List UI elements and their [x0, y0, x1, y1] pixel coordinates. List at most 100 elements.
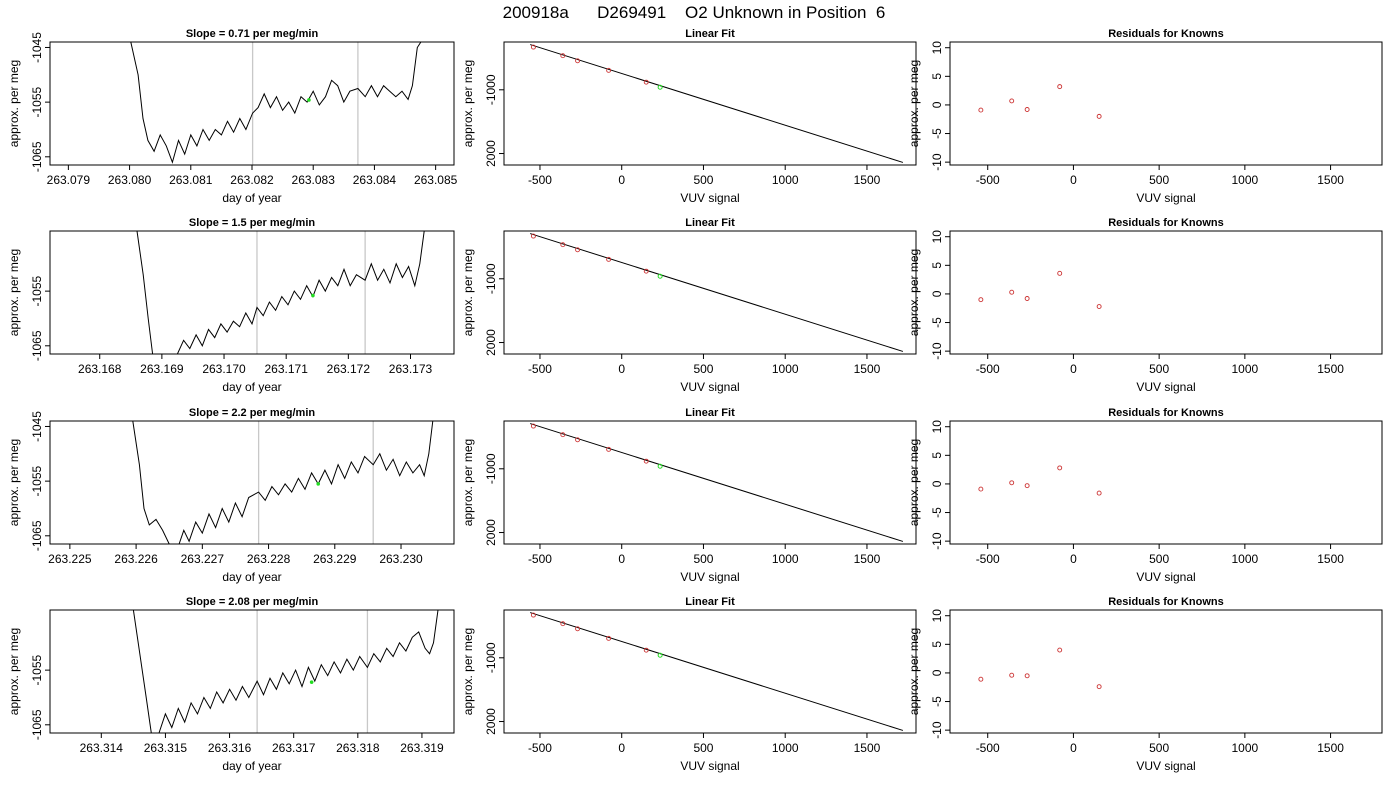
panel-residuals-0: Residuals for Knowns -500 0 500 1000 1500 10 5 0…	[907, 28, 1383, 205]
y-tick-label: 10	[930, 230, 944, 244]
plot-area	[130, 42, 422, 165]
unknown-marker	[309, 680, 314, 684]
x-tick-label: 0	[618, 741, 625, 755]
x-axis-label: VUV signal	[1136, 759, 1195, 773]
residual-point	[978, 676, 984, 682]
plot-frame	[503, 609, 917, 734]
panel-time-0: Slope = 0.71 per meg/min 263.079 263.080 26…	[7, 28, 458, 205]
unknown-point	[657, 463, 663, 469]
y-tick-label: 2000	[484, 708, 498, 735]
y-tick-label: 0	[930, 669, 944, 676]
x-tick-label: 1500	[854, 173, 881, 187]
y-axis-label: approx. per meg	[7, 628, 21, 715]
x-tick-label: 263.170	[202, 362, 246, 376]
y-tick-label: -1055	[30, 275, 44, 306]
y-axis-label: approx. per meg	[907, 439, 921, 526]
known-point	[530, 233, 536, 239]
fit-line	[530, 423, 904, 542]
x-tick-label: 1500	[1317, 741, 1344, 755]
known-point	[560, 432, 566, 438]
plot-area	[978, 465, 1102, 496]
x-tick-label: -500	[976, 173, 1000, 187]
fit-line	[530, 44, 904, 163]
x-tick-label: 263.230	[379, 552, 423, 566]
panels: Slope = 0.71 per meg/min 263.079 263.080 26…	[7, 28, 1383, 773]
unknown-point	[657, 652, 663, 658]
residual-point	[1096, 304, 1102, 309]
x-tick-label: 1500	[854, 362, 881, 376]
plot-frame	[949, 230, 1383, 355]
y-tick-label: -1045	[30, 411, 44, 442]
known-point	[530, 44, 536, 50]
residual-point	[1009, 480, 1015, 486]
x-tick-label: 0	[618, 173, 625, 187]
plot-area	[530, 612, 904, 731]
y-tick-label: -1000	[484, 74, 498, 105]
x-tick-label: 0	[1070, 173, 1077, 187]
x-tick-label: 500	[1149, 362, 1169, 376]
x-axis-label: VUV signal	[680, 191, 739, 205]
y-axis-label: approx. per meg	[7, 439, 21, 526]
y-tick-label: 10	[930, 420, 944, 434]
x-tick-label: 263.080	[108, 173, 152, 187]
residual-point	[1009, 672, 1015, 678]
x-axis-label: day of year	[222, 380, 281, 394]
x-tick-label: 263.172	[327, 362, 371, 376]
known-point	[606, 635, 612, 641]
x-axis-label: VUV signal	[680, 380, 739, 394]
x-tick-label: 263.081	[169, 173, 213, 187]
y-tick-label: 0	[930, 480, 944, 487]
plot-area	[530, 423, 904, 542]
y-tick-label: -1055	[30, 86, 44, 117]
x-tick-label: 0	[618, 362, 625, 376]
residual-point	[978, 297, 984, 303]
x-tick-label: -500	[528, 362, 552, 376]
y-tick-label: -5	[930, 696, 944, 707]
known-point	[606, 446, 612, 452]
x-tick-label: 1500	[854, 552, 881, 566]
x-tick-label: 500	[1149, 173, 1169, 187]
y-tick-label: -1065	[30, 520, 44, 551]
plot-area	[530, 44, 904, 163]
residual-point	[1057, 270, 1063, 276]
y-axis-label: approx. per meg	[461, 60, 475, 147]
x-tick-label: 1000	[772, 741, 799, 755]
known-point	[530, 612, 536, 618]
y-tick-label: 2000	[484, 329, 498, 356]
y-tick-label: -1055	[30, 654, 44, 685]
signal-line	[132, 421, 434, 544]
known-point	[643, 647, 649, 653]
plot-area	[530, 233, 904, 352]
y-tick-label: -1000	[484, 263, 498, 294]
x-tick-label: 263.319	[400, 741, 444, 755]
known-point	[575, 437, 581, 443]
panel-title: Slope = 0.71 per meg/min	[186, 28, 319, 40]
panel-title: Slope = 1.5 per meg/min	[189, 217, 316, 229]
x-tick-label: -500	[976, 552, 1000, 566]
x-tick-label: 1500	[1317, 173, 1344, 187]
unknown-point	[657, 273, 663, 279]
x-axis-label: VUV signal	[1136, 191, 1195, 205]
panel-residuals-3: Residuals for Knowns -500 0 500 1000 1500 10 5 0…	[907, 596, 1383, 773]
x-tick-label: 0	[1070, 362, 1077, 376]
x-tick-label: 500	[693, 173, 713, 187]
plot-area	[136, 231, 425, 354]
panel-residuals-2: Residuals for Knowns -500 0 500 1000 1500 10 5 0…	[907, 407, 1383, 584]
y-tick-label: 10	[930, 609, 944, 623]
y-axis-label: approx. per meg	[907, 628, 921, 715]
x-axis-label: VUV signal	[680, 570, 739, 584]
x-tick-label: -500	[528, 173, 552, 187]
x-tick-label: 500	[1149, 741, 1169, 755]
y-tick-label: 2000	[484, 519, 498, 546]
x-tick-label: 1500	[854, 741, 881, 755]
y-tick-label: -5	[930, 317, 944, 328]
panel-fit-3: Linear Fit -500 0 500 1000 1500 -1000 2000 VUV s…	[461, 596, 917, 773]
y-tick-label: -1000	[484, 453, 498, 484]
x-tick-label: 263.317	[272, 741, 316, 755]
x-tick-label: 263.316	[208, 741, 252, 755]
residual-point	[1057, 465, 1063, 471]
x-tick-label: 1000	[1232, 741, 1259, 755]
x-axis-label: VUV signal	[1136, 380, 1195, 394]
x-tick-label: 263.228	[247, 552, 291, 566]
plot-frame	[503, 41, 917, 166]
